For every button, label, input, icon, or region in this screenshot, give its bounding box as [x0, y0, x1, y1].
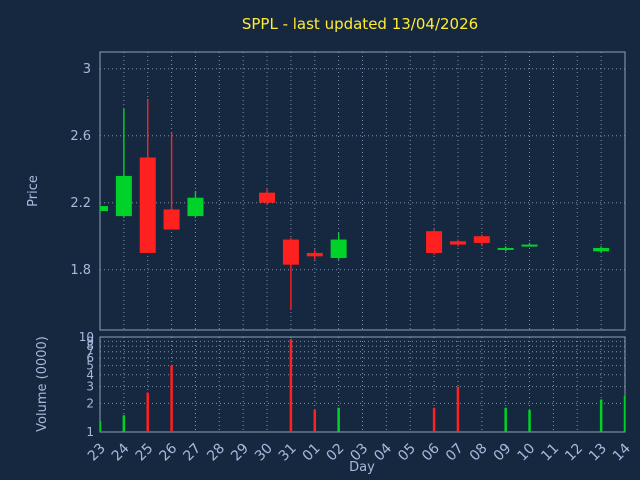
volume-bar — [528, 410, 531, 432]
candle-body — [593, 247, 610, 252]
x-tick-label: 12 — [562, 441, 586, 465]
x-tick-label: 23 — [85, 441, 109, 465]
volume-bar — [313, 410, 317, 432]
volume-bar — [146, 392, 149, 432]
volume-bar — [432, 407, 436, 432]
x-tick-label: 09 — [491, 441, 515, 465]
candle-body — [449, 241, 466, 245]
volume-bar — [289, 339, 293, 432]
candle-body — [100, 206, 108, 212]
volume-tick-label: 1 — [86, 425, 94, 439]
volume-bar — [122, 415, 126, 432]
candle-body — [473, 236, 490, 243]
volume-axis-label: Volume (0000) — [35, 336, 50, 432]
x-tick-label: 02 — [324, 441, 348, 465]
volume-bar — [623, 395, 625, 432]
x-tick-label: 13 — [586, 441, 610, 465]
candle-body — [187, 197, 204, 217]
price-tick-label: 3 — [83, 62, 91, 77]
volume-tick-label: 8 — [86, 339, 94, 353]
x-tick-label: 14 — [610, 440, 634, 464]
candle-body — [330, 239, 347, 258]
volume-group — [100, 339, 625, 432]
volume-bar — [504, 407, 507, 432]
candles-group — [100, 98, 610, 310]
price-tick-label: 2.2 — [70, 196, 91, 211]
candle-body — [521, 244, 538, 247]
x-tick-label: 05 — [395, 441, 419, 465]
x-tick-label: 30 — [252, 441, 276, 465]
volume-tick-label: 6 — [86, 351, 94, 365]
x-axis-label: Day — [349, 460, 375, 475]
volume-bar — [170, 365, 173, 432]
candle-body — [139, 157, 156, 253]
volume-tick-label: 2 — [86, 396, 94, 410]
volume-tick-label: 4 — [86, 368, 94, 382]
x-tick-label: 01 — [300, 441, 324, 465]
price-panel-border — [99, 51, 626, 331]
candle-body — [259, 192, 276, 203]
x-tick-label: 11 — [538, 441, 562, 465]
x-tick-label: 08 — [467, 441, 491, 465]
candle-body — [282, 239, 299, 265]
candle-body — [306, 252, 323, 257]
x-tick-label: 28 — [204, 441, 228, 465]
x-tick-label: 24 — [109, 440, 133, 464]
price-axis-label: Price — [26, 175, 41, 207]
volume-tick-label: 10 — [79, 330, 94, 344]
x-tick-label: 27 — [180, 441, 204, 465]
x-tick-label: 25 — [133, 441, 157, 465]
price-tick-label: 1.8 — [70, 263, 91, 278]
x-tick-label: 26 — [156, 440, 180, 464]
volume-bar — [456, 386, 460, 432]
price-tick-label: 2.6 — [70, 129, 91, 144]
x-tick-label: 10 — [514, 441, 538, 465]
x-tick-label: 31 — [276, 441, 300, 465]
volume-bar — [337, 407, 340, 432]
volume-tick-label: 9 — [86, 334, 94, 348]
volume-tick-label: 7 — [86, 345, 94, 359]
candle-body — [426, 231, 443, 253]
volume-tick-label: 3 — [86, 380, 94, 394]
volume-bar — [599, 399, 603, 432]
candle-body — [163, 209, 180, 230]
candle-body — [497, 247, 514, 250]
candle-body — [115, 175, 132, 217]
x-tick-label: 04 — [371, 440, 395, 464]
x-tick-label: 07 — [443, 441, 467, 465]
volume-tick-label: 5 — [86, 359, 94, 373]
volume-bar — [100, 421, 102, 432]
volume-panel-border — [99, 336, 626, 433]
x-tick-label: 29 — [228, 441, 252, 465]
chart-title: SPPL - last updated 13/04/2026 — [242, 15, 478, 33]
x-tick-label: 06 — [419, 440, 443, 464]
